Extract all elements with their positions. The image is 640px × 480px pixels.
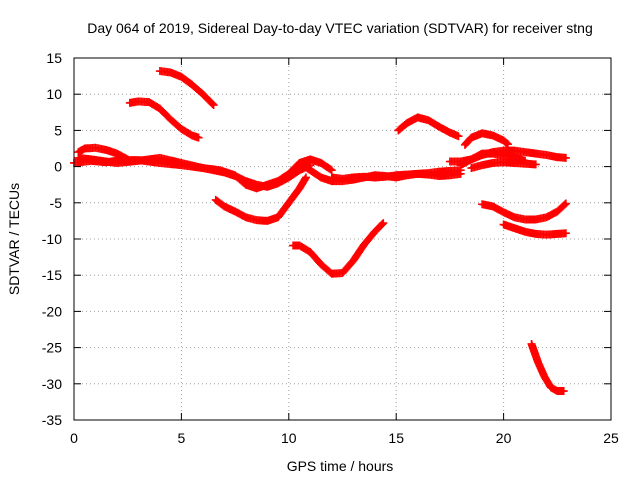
data-point [454, 132, 463, 141]
data-point [209, 101, 218, 110]
y-tick-label: -5 [50, 195, 63, 211]
data-point [378, 220, 387, 229]
y-tick-label: -35 [42, 412, 62, 428]
series-arc-13 [460, 129, 512, 149]
series-arc-7 [289, 219, 388, 278]
data-point [561, 199, 570, 208]
grid [74, 58, 611, 420]
y-tick-label: 10 [46, 86, 62, 102]
data-point [559, 387, 568, 396]
data-point [327, 166, 336, 175]
x-tick-label: 15 [388, 430, 404, 446]
x-tick-label: 25 [603, 430, 619, 446]
series-arc-17 [527, 339, 568, 396]
series-arc-3 [74, 143, 132, 164]
axis-ticks: 0 5 10 15 20 25 -35 -30 -25 -20 -15 -10 -5 0 5 10 15 [42, 50, 619, 446]
x-tick-label: 0 [70, 430, 78, 446]
y-axis-title: SDTVAR / TECUs [6, 183, 22, 295]
y-tick-label: -25 [42, 340, 62, 356]
y-tick-label: -20 [42, 303, 62, 319]
y-tick-label: 15 [46, 50, 62, 66]
data-point [301, 174, 310, 183]
series-arc-4 [155, 67, 218, 110]
data-point [379, 219, 388, 228]
data-point [503, 140, 512, 149]
y-tick-label: -10 [42, 231, 62, 247]
x-tick-label: 20 [496, 430, 512, 446]
series-arc-9 [327, 166, 465, 183]
series-arc-5 [125, 97, 203, 142]
data-point [194, 133, 203, 142]
data-points [70, 67, 570, 396]
data-point [561, 153, 570, 162]
data-point [502, 139, 511, 148]
y-tick-label: 0 [54, 159, 62, 175]
data-point [123, 155, 132, 164]
series-arc-14 [467, 158, 540, 173]
data-point [561, 229, 570, 238]
y-tick-label: -15 [42, 267, 62, 283]
data-point [301, 173, 310, 182]
data-point [560, 200, 569, 209]
x-axis-title: GPS time / hours [287, 458, 394, 474]
series-arc-2 [74, 153, 336, 193]
series-arc-16 [499, 220, 570, 239]
series-arc-10 [394, 113, 463, 141]
y-tick-label: -30 [42, 376, 62, 392]
series-arc-15 [478, 199, 570, 224]
series-arc-6 [211, 173, 310, 225]
data-point [531, 160, 540, 169]
data-point [326, 165, 335, 174]
x-tick-label: 10 [281, 430, 297, 446]
x-tick-label: 5 [178, 430, 186, 446]
data-point [208, 99, 217, 108]
chart-title: Day 064 of 2019, Sidereal Day-to-day VTE… [87, 20, 593, 36]
y-tick-label: 5 [54, 122, 62, 138]
